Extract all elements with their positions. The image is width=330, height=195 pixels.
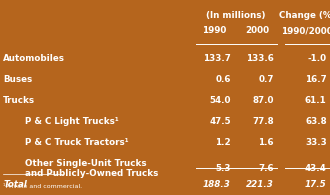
Text: 63.8: 63.8 bbox=[305, 117, 327, 126]
Text: 0.6: 0.6 bbox=[215, 75, 231, 84]
Text: 16.7: 16.7 bbox=[305, 75, 327, 84]
Text: 17.5: 17.5 bbox=[305, 180, 327, 189]
Text: 87.0: 87.0 bbox=[252, 96, 274, 105]
Text: 43.4: 43.4 bbox=[305, 164, 327, 173]
Text: Total: Total bbox=[3, 180, 27, 189]
Text: 1990: 1990 bbox=[202, 26, 227, 35]
Text: Buses: Buses bbox=[3, 75, 33, 84]
Text: 5.3: 5.3 bbox=[215, 164, 231, 173]
Text: 33.3: 33.3 bbox=[305, 138, 327, 147]
Text: 7.6: 7.6 bbox=[258, 164, 274, 173]
Text: 188.3: 188.3 bbox=[203, 180, 231, 189]
Text: (In millions): (In millions) bbox=[206, 11, 266, 20]
Text: 133.6: 133.6 bbox=[246, 54, 274, 63]
Text: Change (%): Change (%) bbox=[279, 11, 330, 20]
Text: 133.7: 133.7 bbox=[203, 54, 231, 63]
Text: -1.0: -1.0 bbox=[308, 54, 327, 63]
Text: 77.8: 77.8 bbox=[252, 117, 274, 126]
Text: 47.5: 47.5 bbox=[209, 117, 231, 126]
Text: 221.3: 221.3 bbox=[246, 180, 274, 189]
Text: P & C Light Trucks¹: P & C Light Trucks¹ bbox=[25, 117, 118, 126]
Text: 1990/2000: 1990/2000 bbox=[281, 26, 330, 35]
Text: Automobiles: Automobiles bbox=[3, 54, 65, 63]
Text: 1.6: 1.6 bbox=[258, 138, 274, 147]
Text: and Publicly-Owned Trucks: and Publicly-Owned Trucks bbox=[25, 169, 158, 178]
Text: Trucks: Trucks bbox=[3, 96, 35, 105]
Text: Other Single-Unit Trucks: Other Single-Unit Trucks bbox=[25, 159, 147, 168]
Text: P & C Truck Tractors¹: P & C Truck Tractors¹ bbox=[25, 138, 128, 147]
Text: 2000: 2000 bbox=[245, 26, 270, 35]
Text: ¹Private and commercial.: ¹Private and commercial. bbox=[3, 184, 82, 189]
Text: 61.1: 61.1 bbox=[305, 96, 327, 105]
Text: 54.0: 54.0 bbox=[210, 96, 231, 105]
Text: 1.2: 1.2 bbox=[215, 138, 231, 147]
Text: 0.7: 0.7 bbox=[258, 75, 274, 84]
